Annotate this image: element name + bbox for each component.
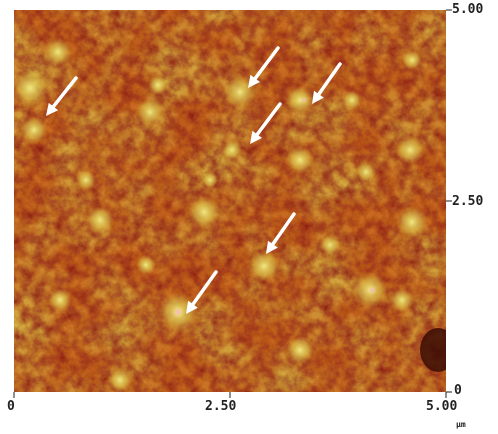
arrow-2 bbox=[248, 46, 280, 88]
bright-spot bbox=[14, 70, 48, 106]
bright-spot bbox=[396, 206, 428, 238]
y-tick-0: 0 bbox=[454, 383, 462, 398]
arrow-4 bbox=[250, 102, 282, 144]
bright-spot bbox=[148, 75, 168, 95]
peak-spot bbox=[367, 285, 377, 295]
x-tick-5-00: 5.00 bbox=[426, 399, 458, 414]
arrow-6 bbox=[186, 270, 218, 314]
afm-image bbox=[14, 10, 446, 392]
bright-spot bbox=[76, 170, 96, 190]
bright-spot bbox=[136, 255, 156, 275]
bright-spot bbox=[402, 50, 422, 70]
peak-spot bbox=[172, 306, 184, 318]
bright-spot bbox=[356, 162, 376, 182]
bright-spot bbox=[248, 250, 280, 282]
unit-label: µm bbox=[456, 420, 466, 429]
arrow-3 bbox=[312, 62, 342, 104]
peak-spot bbox=[300, 96, 308, 104]
arrow-group bbox=[46, 46, 342, 314]
bright-spot bbox=[48, 288, 72, 312]
y-tick-2-50: 2.50 bbox=[452, 194, 484, 209]
bright-spot bbox=[342, 90, 362, 110]
bright-spot bbox=[224, 76, 256, 108]
bright-spot bbox=[286, 146, 314, 174]
arrow-5 bbox=[266, 212, 296, 254]
bright-spot bbox=[320, 235, 340, 255]
bright-spot bbox=[108, 368, 132, 392]
x-tick-0: 0 bbox=[7, 399, 15, 414]
bright-spot bbox=[390, 288, 414, 312]
bright-spot bbox=[20, 116, 48, 144]
bright-spot bbox=[286, 336, 314, 364]
bright-spot bbox=[136, 98, 164, 126]
y-tick-5-00: 5.00 bbox=[452, 2, 484, 17]
bright-spot bbox=[202, 172, 218, 188]
bright-spot bbox=[44, 38, 72, 66]
x-tick-2-50: 2.50 bbox=[205, 399, 237, 414]
bright-spot bbox=[188, 196, 220, 228]
bright-spot bbox=[396, 136, 424, 164]
bright-spot bbox=[222, 140, 242, 160]
axis-frame bbox=[13, 9, 452, 398]
bright-spot bbox=[86, 206, 114, 234]
arrow-1 bbox=[46, 76, 78, 116]
